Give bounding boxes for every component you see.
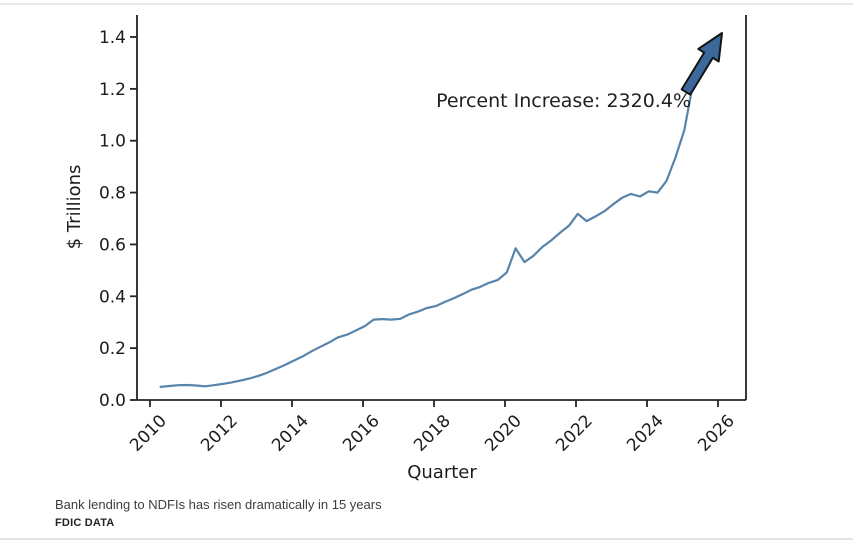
y-tick-label: 0.6 [99,235,126,255]
chart-caption: Bank lending to NDFIs has risen dramatic… [55,497,382,512]
y-tick-label: 0.0 [99,391,126,411]
x-tick-label: 2010 [126,411,171,456]
y-tick-label: 0.2 [99,339,126,359]
ndfi-lending-chart-figure: 2010 2012 2014 2016 2018 2020 2022 2024 2026 0.0 0… [64,15,747,483]
y-tick-label: 1.0 [99,132,126,152]
page-top-divider [0,3,853,5]
y-axis-title: $ Trillions [64,165,85,250]
x-tick-label: 2014 [268,411,313,456]
x-tick-label: 2016 [339,411,384,456]
upward-arrow-icon [680,32,723,96]
x-tick-label: 2022 [552,411,597,456]
x-tick-label: 2018 [410,411,455,456]
data-series-layer [159,81,695,388]
x-tick-label: 2012 [197,411,242,456]
line-chart-canvas: 2010 2012 2014 2016 2018 2020 2022 2024 2026 0.0 0… [64,15,747,483]
x-tick-label: 2024 [623,411,668,456]
page-bottom-divider [0,538,853,540]
y-tick-label: 0.4 [99,287,126,307]
lending-data-line [159,81,695,388]
x-tick-label: 2026 [694,411,739,456]
y-tick-label: 0.8 [99,184,126,204]
x-axis-title: Quarter [407,462,477,483]
y-tick-label: 1.4 [99,28,126,48]
plot-spines [136,15,747,401]
percent-increase-annotation: Percent Increase: 2320.4% [436,90,691,112]
data-source-label: FDIC DATA [55,517,115,529]
y-tick-label: 1.2 [99,80,126,100]
x-tick-label: 2020 [481,411,526,456]
